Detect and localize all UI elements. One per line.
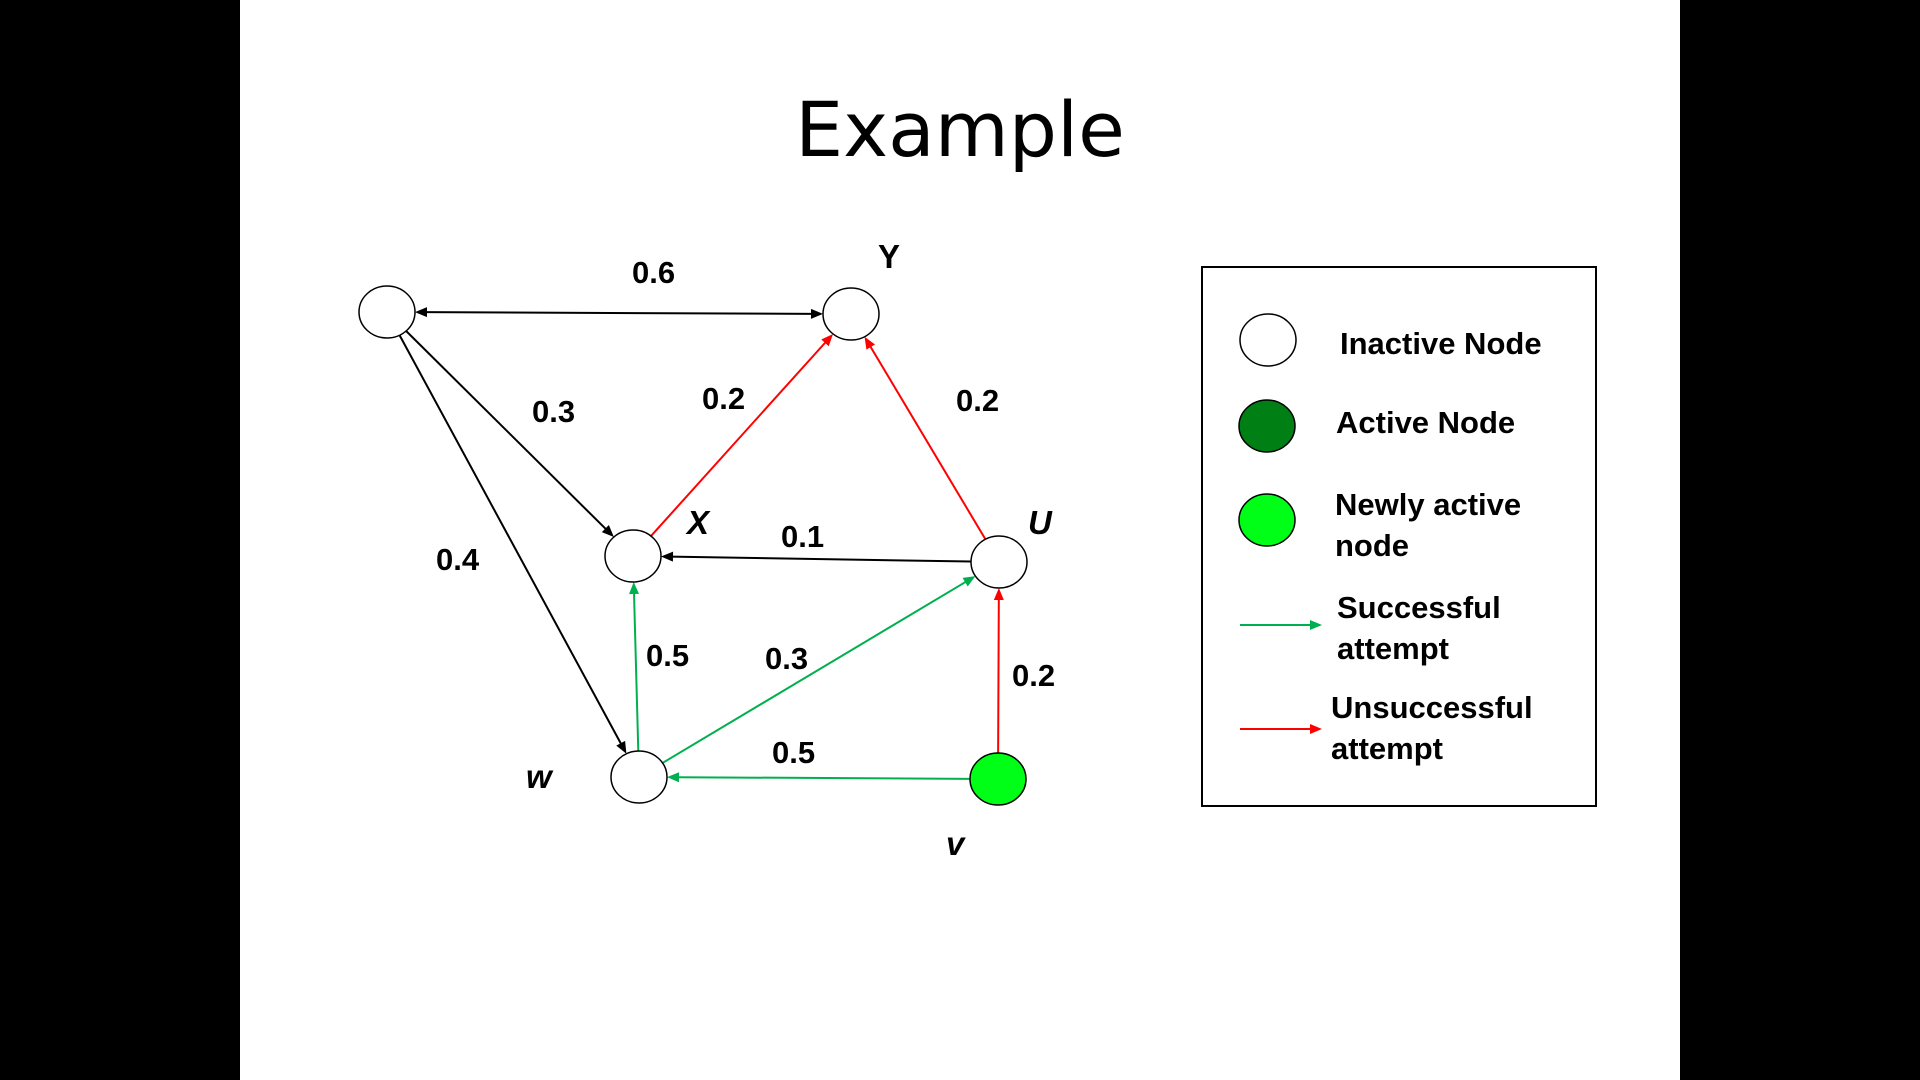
legend-label-line: Successful xyxy=(1337,590,1501,625)
legend-item-inactive: Inactive Node xyxy=(1239,313,1542,367)
labels-layer: 0.6 0.3 0.4 0.2 0.2 0.1 0.5 0.3 0.2 0.5 Y X Uw v xyxy=(436,238,1055,862)
edge-w-to-u xyxy=(662,576,976,764)
edge-top-left-to-y xyxy=(414,307,824,319)
legend-label: Successful attempt xyxy=(1337,590,1501,666)
edge-arrowhead xyxy=(666,772,680,783)
node-label-w: w xyxy=(526,758,554,795)
legend-arrowhead xyxy=(1310,620,1322,630)
edge-arrowhead-start xyxy=(414,307,428,318)
edge-line xyxy=(405,330,608,531)
legend-node-swatch xyxy=(1239,313,1297,367)
legend-label-line: Newly active xyxy=(1335,487,1521,522)
node-label-x: X xyxy=(685,504,711,541)
legend-item-unsuccessful: Unsuccessful attempt xyxy=(1240,690,1533,766)
edges-layer xyxy=(398,307,1004,783)
legend-item-newly-active: Newly active node xyxy=(1238,487,1521,563)
edge-top-left-to-w xyxy=(398,334,627,754)
edge-line xyxy=(868,344,987,540)
legend-node-swatch xyxy=(1238,493,1296,547)
node-label-y: Y xyxy=(878,238,900,275)
edge-weight-label: 0.2 xyxy=(702,381,745,416)
edge-arrowhead xyxy=(993,587,1004,601)
legend-label-line: attempt xyxy=(1331,731,1443,766)
node-top-left xyxy=(358,285,416,339)
edge-weight-label: 0.5 xyxy=(646,638,689,673)
edge-weight-label: 0.6 xyxy=(632,255,675,290)
edge-arrowhead xyxy=(629,581,640,595)
edge-arrowhead xyxy=(864,336,876,350)
edge-arrowhead xyxy=(660,551,674,562)
edge-u-to-x xyxy=(660,551,972,563)
legend-label: Inactive Node xyxy=(1340,326,1542,361)
edge-line xyxy=(650,340,828,537)
edge-u-to-y xyxy=(864,336,987,540)
edge-arrowhead xyxy=(962,576,976,587)
legend-label-line: Inactive Node xyxy=(1340,326,1542,361)
slide: Example 0.6 0.3 0.4 0.2 0.2 0.1 0.5 0.3 0.2 0.5 Y X… xyxy=(240,0,1680,1080)
legend: Inactive Node Active Node Newly active node… xyxy=(1201,266,1597,807)
edge-arrowhead xyxy=(616,740,627,754)
node-label-v: v xyxy=(946,825,966,862)
edge-arrowhead xyxy=(821,333,834,347)
edge-line xyxy=(424,311,814,315)
edge-line xyxy=(632,591,640,752)
edge-weight-label: 0.2 xyxy=(1012,658,1055,693)
edge-x-to-y xyxy=(650,333,834,537)
legend-item-active: Active Node xyxy=(1238,399,1515,453)
node-w xyxy=(610,750,668,804)
edge-line xyxy=(676,776,971,780)
edge-v-to-u xyxy=(993,587,1004,754)
legend-label-line: Unsuccessful xyxy=(1331,690,1533,725)
edge-weight-label: 0.4 xyxy=(436,542,480,577)
influence-diagram: 0.6 0.3 0.4 0.2 0.2 0.1 0.5 0.3 0.2 0.5 Y X Uw v Inac… xyxy=(358,238,1597,862)
node-label-u: U xyxy=(1028,504,1053,541)
edge-weight-label: 0.3 xyxy=(765,641,808,676)
edge-weight-label: 0.1 xyxy=(781,519,824,554)
edge-line xyxy=(398,334,623,746)
edge-weight-label: 0.5 xyxy=(772,735,815,770)
edge-line xyxy=(670,555,972,563)
edge-weight-label: 0.3 xyxy=(532,394,575,429)
edge-arrowhead xyxy=(810,308,824,319)
legend-label: Active Node xyxy=(1336,405,1515,440)
edge-arrowhead xyxy=(601,525,614,538)
legend-arrowhead xyxy=(1310,724,1322,734)
slide-title: Example xyxy=(795,85,1125,174)
legend-label-line: node xyxy=(1335,528,1409,563)
edge-v-to-w xyxy=(666,772,971,783)
edge-w-to-x xyxy=(629,581,640,752)
legend-label: Newly active node xyxy=(1335,487,1521,563)
legend-item-successful: Successful attempt xyxy=(1240,590,1501,666)
node-y xyxy=(822,287,880,341)
nodes-layer xyxy=(358,285,1028,806)
legend-node-swatch xyxy=(1238,399,1296,453)
legend-label-line: Active Node xyxy=(1336,405,1515,440)
edge-weight-label: 0.2 xyxy=(956,383,999,418)
node-u xyxy=(970,535,1028,589)
edge-top-left-to-x xyxy=(405,330,614,538)
edge-line xyxy=(997,597,1000,754)
legend-label: Unsuccessful attempt xyxy=(1331,690,1533,766)
node-v xyxy=(969,752,1027,806)
node-x xyxy=(604,529,662,583)
edge-line xyxy=(662,580,968,764)
legend-label-line: attempt xyxy=(1337,631,1449,666)
